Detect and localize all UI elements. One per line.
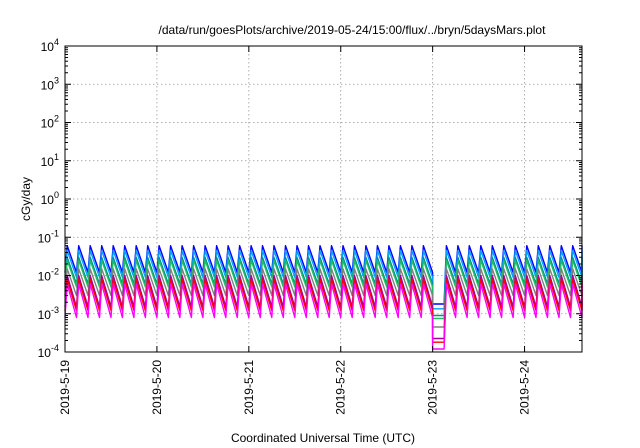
y-tick-label: 104 [41, 37, 59, 54]
y-tick-label: 10-4 [38, 343, 59, 360]
x-tick-label: 2019-5-24 [518, 360, 532, 415]
plot-area [64, 245, 583, 350]
x-tick-label: 2019-5-23 [426, 360, 440, 415]
y-axis: 10-4 10-3 10-2 10-1 100 101 102 103 104 [38, 37, 582, 360]
x-tick-label: 2019-5-22 [334, 360, 348, 415]
x-tick-label: 2019-5-20 [150, 360, 164, 415]
gridlines [65, 46, 582, 352]
series-line [64, 283, 583, 350]
y-axis-label: cGy/day [19, 177, 33, 221]
y-tick-label: 103 [41, 75, 59, 92]
x-tick-label: 2019-5-19 [58, 360, 72, 415]
y-tick-label: 101 [41, 152, 59, 169]
y-tick-label: 102 [41, 114, 59, 131]
y-tick-label: 10-3 [38, 305, 59, 322]
x-axis: 2019-5-19 2019-5-20 2019-5-21 2019-5-22 2019… [58, 46, 532, 415]
y-tick-label: 10-2 [38, 267, 59, 284]
x-axis-label: Coordinated Universal Time (UTC) [231, 431, 415, 445]
y-tick-label: 100 [41, 190, 59, 207]
chart-title: /data/run/goesPlots/archive/2019-05-24/1… [159, 23, 547, 37]
x-tick-label: 2019-5-21 [242, 360, 256, 415]
y-tick-label: 10-1 [38, 228, 59, 245]
